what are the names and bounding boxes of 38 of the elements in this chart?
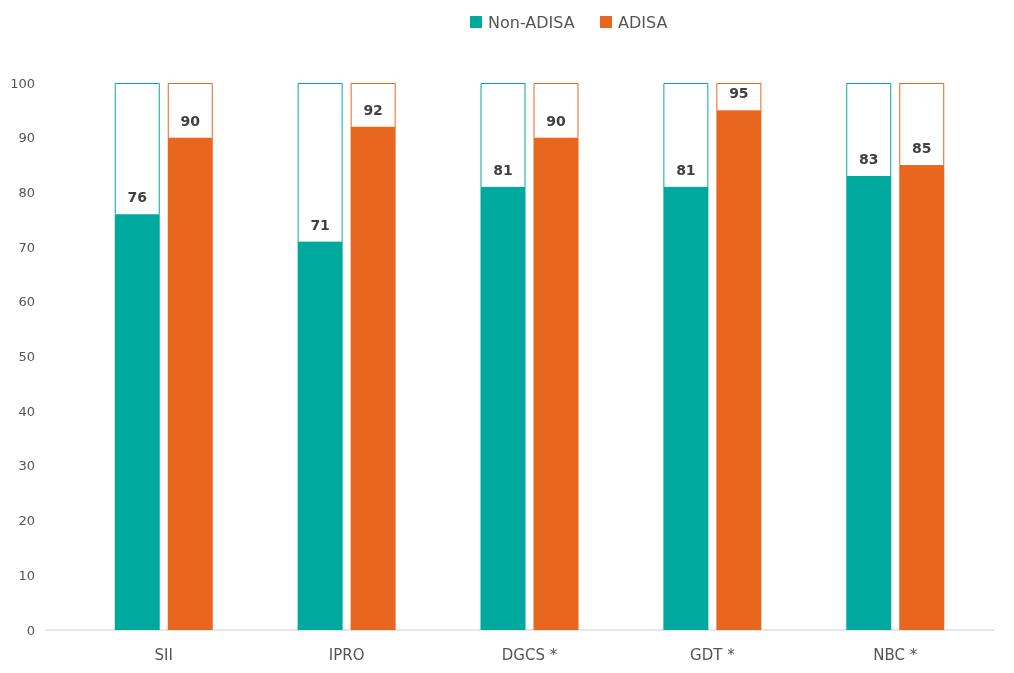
bar	[533, 137, 579, 630]
x-tick-label: GDT *	[690, 646, 736, 664]
data-label: 90	[180, 112, 201, 129]
y-tick-label: 70	[18, 239, 35, 255]
data-label: 95	[729, 85, 749, 102]
data-label: 83	[859, 150, 879, 167]
bar	[899, 165, 945, 630]
y-tick-label: 0	[26, 622, 35, 638]
legend-label: Non-ADISA	[488, 12, 575, 32]
y-tick-label: 30	[18, 458, 35, 474]
x-tick-label: NBC *	[873, 646, 918, 664]
x-tick-label: DGCS *	[501, 646, 558, 664]
bar	[716, 110, 762, 630]
y-tick-label: 90	[18, 130, 35, 146]
y-tick-label: 100	[10, 75, 35, 91]
data-label: 90	[546, 112, 566, 129]
bar	[114, 214, 160, 630]
bar	[297, 241, 343, 630]
bar	[663, 186, 709, 630]
bar	[350, 126, 396, 630]
data-label: 81	[676, 161, 696, 178]
y-tick-label: 50	[18, 349, 35, 365]
y-tick-label: 60	[18, 294, 35, 310]
data-label: 85	[912, 140, 932, 157]
bar	[167, 137, 213, 630]
bar	[480, 186, 526, 630]
x-tick-label: IPRO	[328, 646, 365, 664]
data-label: 71	[310, 216, 330, 233]
legend-label: ADISA	[618, 12, 668, 32]
data-label: 92	[363, 101, 383, 118]
data-label: 81	[493, 161, 513, 178]
y-tick-label: 10	[18, 567, 35, 583]
y-tick-label: 40	[18, 403, 35, 419]
x-tick-label: SII	[154, 646, 173, 664]
y-tick-label: 20	[18, 513, 35, 529]
data-label: 76	[127, 189, 147, 206]
bar	[846, 175, 892, 630]
y-tick-label: 80	[18, 184, 35, 200]
